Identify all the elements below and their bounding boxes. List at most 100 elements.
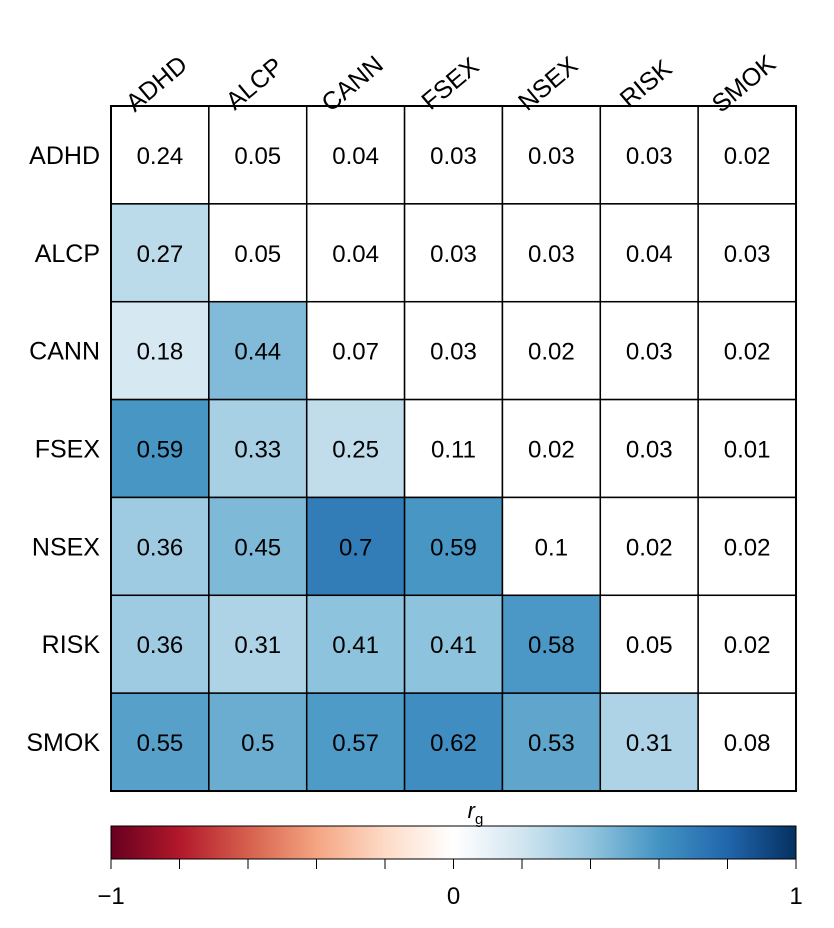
cell-value-label: 0.5 bbox=[241, 730, 274, 757]
cell-value-label: 0.27 bbox=[137, 241, 184, 268]
heatmap-cell bbox=[110, 398, 210, 499]
cell-value-label: 0.02 bbox=[724, 143, 771, 170]
heatmap-cell bbox=[599, 300, 699, 401]
colorbar-tick-labels: −1 0 1 bbox=[97, 883, 802, 910]
cell-value-label: 0.36 bbox=[137, 534, 184, 561]
heatmap-cell bbox=[305, 496, 406, 597]
heatmap-cell bbox=[599, 398, 699, 499]
cell-value-label: 0.59 bbox=[137, 437, 184, 464]
cell-value-label: 0.03 bbox=[528, 143, 575, 170]
cell-value-label: 0.07 bbox=[332, 339, 379, 366]
heatmap-cell bbox=[403, 398, 504, 499]
row-labels: ADHD ALCP CANN FSEX NSEX RISK SMOK bbox=[26, 142, 100, 757]
cell-value-label: 0.7 bbox=[339, 534, 372, 561]
heatmap-cell bbox=[403, 300, 504, 401]
cell-value-label: 0.01 bbox=[724, 437, 771, 464]
heatmap-cell bbox=[110, 692, 210, 792]
heatmap-cell bbox=[208, 594, 308, 694]
cell-value-label: 0.03 bbox=[626, 143, 673, 170]
heatmap-cells: 0.24 0.05 0.04 0.03 0.03 0.03 0.02 0.27 0.05 0.04… bbox=[110, 105, 798, 793]
heatmap-cell bbox=[305, 203, 406, 303]
cell-value-label: 0.33 bbox=[234, 437, 281, 464]
heatmap-cell bbox=[599, 105, 699, 205]
cell-value-label: 0.1 bbox=[535, 534, 568, 561]
cell-value-label: 0.05 bbox=[234, 241, 281, 268]
heatmap-cell bbox=[305, 300, 406, 401]
cell-value-label: 0.03 bbox=[528, 241, 575, 268]
row-label: RISK bbox=[42, 631, 101, 659]
colorbar-title: rg bbox=[468, 798, 484, 828]
cell-value-label: 0.04 bbox=[332, 241, 379, 268]
heatmap-cell bbox=[305, 594, 406, 694]
colorbar-gradient bbox=[110, 825, 797, 860]
heatmap-cell bbox=[110, 496, 210, 597]
heatmap-cell bbox=[697, 692, 797, 792]
heatmap-cell bbox=[501, 300, 602, 401]
heatmap-cell bbox=[208, 105, 308, 205]
column-label: RISK bbox=[615, 54, 678, 113]
heatmap-cell bbox=[599, 692, 699, 792]
colorbar: −1 0 1 rg bbox=[97, 798, 802, 910]
cell-value-label: 0.18 bbox=[137, 339, 184, 366]
cell-value-label: 0.05 bbox=[626, 632, 673, 659]
cell-value-label: 0.03 bbox=[626, 437, 673, 464]
heatmap-cell bbox=[208, 398, 308, 499]
cell-value-label: 0.41 bbox=[430, 632, 477, 659]
cell-value-label: 0.57 bbox=[332, 730, 379, 757]
heatmap-cell bbox=[110, 594, 210, 694]
cell-value-label: 0.04 bbox=[332, 143, 379, 170]
heatmap-cell bbox=[403, 692, 504, 792]
cell-value-label: 0.04 bbox=[626, 241, 673, 268]
cell-value-label: 0.11 bbox=[431, 437, 476, 464]
cell-value-label: 0.45 bbox=[234, 534, 281, 561]
cell-value-label: 0.02 bbox=[724, 534, 771, 561]
row-label: ALCP bbox=[35, 240, 100, 268]
heatmap-border bbox=[110, 105, 798, 793]
cell-value-label: 0.62 bbox=[430, 730, 477, 757]
cell-value-label: 0.02 bbox=[724, 632, 771, 659]
heatmap-cell bbox=[305, 692, 406, 792]
cell-value-label: 0.36 bbox=[137, 632, 184, 659]
row-label: ADHD bbox=[29, 142, 100, 170]
cell-value-label: 0.03 bbox=[724, 241, 771, 268]
heatmap-cell bbox=[501, 594, 602, 694]
cell-value-label: 0.59 bbox=[430, 534, 477, 561]
heatmap-cell bbox=[697, 398, 797, 499]
cell-value-label: 0.05 bbox=[234, 143, 281, 170]
heatmap-cell bbox=[697, 300, 797, 401]
cell-value-label: 0.25 bbox=[332, 437, 379, 464]
heatmap-cell bbox=[208, 300, 308, 401]
cell-value-label: 0.41 bbox=[332, 632, 379, 659]
cell-value-label: 0.03 bbox=[430, 143, 477, 170]
cell-value-label: 0.03 bbox=[626, 339, 673, 366]
colorbar-title-subscript: g bbox=[475, 811, 483, 828]
row-label: NSEX bbox=[32, 533, 100, 561]
heatmap-cell bbox=[403, 594, 504, 694]
heatmap-cell bbox=[403, 105, 504, 205]
cell-value-label: 0.58 bbox=[528, 632, 575, 659]
colorbar-title-main: r bbox=[468, 798, 477, 823]
heatmap-cell bbox=[110, 105, 210, 205]
heatmap-cell bbox=[697, 594, 797, 694]
cell-value-label: 0.03 bbox=[430, 339, 477, 366]
row-label: FSEX bbox=[35, 436, 101, 464]
colorbar-ticks bbox=[110, 859, 797, 869]
cell-value-label: 0.53 bbox=[528, 730, 575, 757]
cell-value-label: 0.31 bbox=[234, 632, 281, 659]
cell-value-label: 0.02 bbox=[724, 339, 771, 366]
colorbar-tick-label: 1 bbox=[789, 883, 802, 910]
heatmap-cell bbox=[697, 203, 797, 303]
colorbar-tick-label: 0 bbox=[447, 883, 460, 910]
heatmap-cell bbox=[501, 692, 602, 792]
cell-value-label: 0.08 bbox=[724, 730, 771, 757]
row-label: SMOK bbox=[26, 729, 100, 757]
cell-value-label: 0.24 bbox=[137, 143, 184, 170]
cell-value-label: 0.02 bbox=[626, 534, 673, 561]
cell-value-label: 0.03 bbox=[430, 241, 477, 268]
cell-value-label: 0.02 bbox=[528, 437, 575, 464]
row-label: CANN bbox=[29, 338, 100, 366]
cell-value-label: 0.55 bbox=[137, 730, 184, 757]
heatmap-cell bbox=[501, 203, 602, 303]
cell-value-label: 0.44 bbox=[234, 339, 281, 366]
